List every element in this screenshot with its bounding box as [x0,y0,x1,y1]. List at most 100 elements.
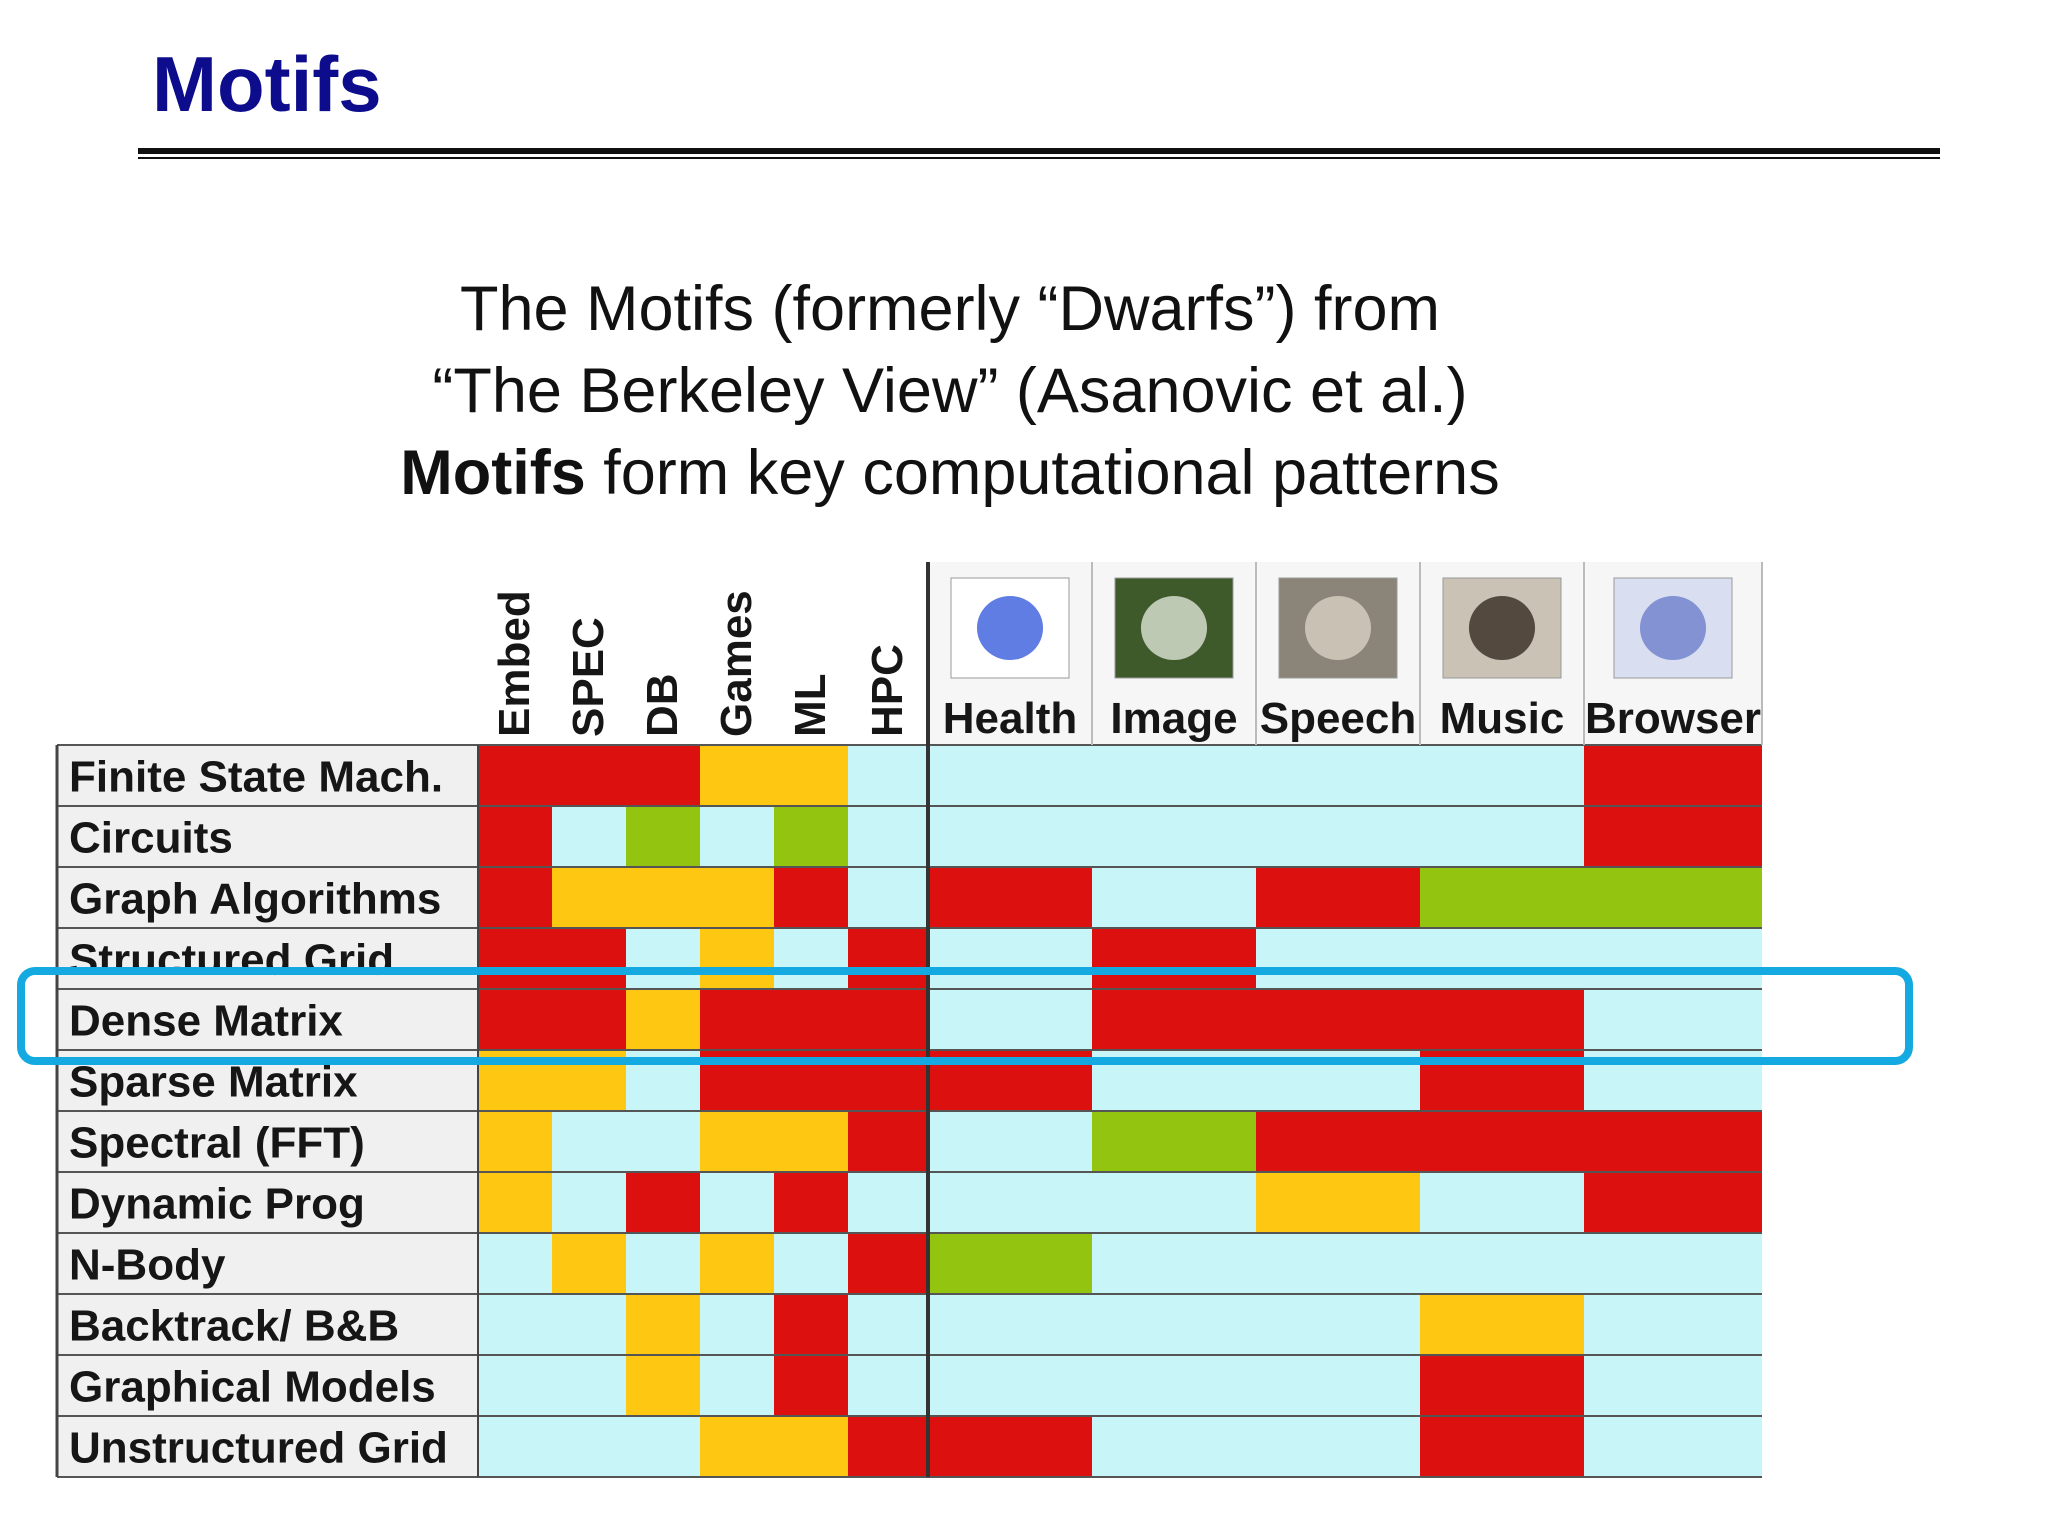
cell-backtrack-b-b-embed [478,1294,552,1355]
cell-n-body-health [928,1233,1092,1294]
cell-graph-algorithms-games [700,867,774,928]
cell-structured-grid-health [928,928,1092,989]
cell-circuits-music [1420,806,1584,867]
cell-graph-algorithms-image [1092,867,1256,928]
cell-graph-algorithms-db [626,867,700,928]
cell-dense-matrix-health [928,989,1092,1050]
cell-dynamic-prog-ml [774,1172,848,1233]
cell-backtrack-b-b-games [700,1294,774,1355]
row-label-bg-circuits [57,806,478,867]
cell-spectral-fft-browser [1584,1111,1762,1172]
cell-finite-state-mach-hpc [848,745,928,806]
cell-dynamic-prog-games [700,1172,774,1233]
row-label-bg-graph-algorithms [57,867,478,928]
cell-backtrack-b-b-image [1092,1294,1256,1355]
cell-structured-grid-browser [1584,928,1762,989]
cell-sparse-matrix-hpc [848,1050,928,1111]
row-label-bg-unstructured-grid [57,1416,478,1477]
cell-graphical-models-hpc [848,1355,928,1416]
cell-n-body-spec [552,1233,626,1294]
row-label-finite-state-mach: Finite State Mach. [69,753,443,802]
cell-unstructured-grid-browser [1584,1416,1762,1477]
cell-circuits-db [626,806,700,867]
column-header-db: DB [638,673,687,737]
cell-finite-state-mach-speech [1256,745,1420,806]
cell-circuits-spec [552,806,626,867]
title-rule [138,148,1940,154]
cell-n-body-embed [478,1233,552,1294]
cell-structured-grid-speech [1256,928,1420,989]
cell-graph-algorithms-browser [1584,867,1762,928]
cell-backtrack-b-b-browser [1584,1294,1762,1355]
cell-dynamic-prog-spec [552,1172,626,1233]
cell-graphical-models-ml [774,1355,848,1416]
column-header-games: Games [712,590,761,737]
cell-backtrack-b-b-ml [774,1294,848,1355]
cell-spectral-fft-hpc [848,1111,928,1172]
subtitle-line-2: “The Berkeley View” (Asanovic et al.) [432,356,1468,426]
cell-graph-algorithms-health [928,867,1092,928]
cell-spectral-fft-embed [478,1111,552,1172]
cell-unstructured-grid-spec [552,1416,626,1477]
cell-spectral-fft-games [700,1111,774,1172]
cell-dynamic-prog-browser [1584,1172,1762,1233]
cell-unstructured-grid-music [1420,1416,1584,1477]
cell-unstructured-grid-speech [1256,1416,1420,1477]
cell-finite-state-mach-games [700,745,774,806]
cell-backtrack-b-b-health [928,1294,1092,1355]
cell-graph-algorithms-ml [774,867,848,928]
cell-dense-matrix-browser [1584,989,1762,1050]
cell-unstructured-grid-ml [774,1416,848,1477]
column-header-hpc: HPC [863,644,912,737]
row-label-spectral-fft: Spectral (FFT) [69,1119,365,1168]
cell-circuits-embed [478,806,552,867]
cell-unstructured-grid-games [700,1416,774,1477]
cell-dense-matrix-embed [478,989,552,1050]
cell-unstructured-grid-db [626,1416,700,1477]
app-image-detail-browser [1639,596,1707,660]
cell-finite-state-mach-health [928,745,1092,806]
cell-spectral-fft-health [928,1111,1092,1172]
cell-graph-algorithms-speech [1256,867,1420,928]
cell-finite-state-mach-spec [552,745,626,806]
cell-dense-matrix-spec [552,989,626,1050]
cell-unstructured-grid-embed [478,1416,552,1477]
cell-finite-state-mach-db [626,745,700,806]
row-label-bg-n-body [57,1233,478,1294]
row-label-dynamic-prog: Dynamic Prog [69,1180,365,1229]
subtitle-line-1: The Motifs (formerly “Dwarfs”) from [459,274,1441,344]
cell-dynamic-prog-hpc [848,1172,928,1233]
cell-dense-matrix-speech [1256,989,1420,1050]
app-image-detail-music [1468,596,1536,660]
column-header-health: Health [943,694,1077,743]
cell-spectral-fft-db [626,1111,700,1172]
cell-finite-state-mach-ml [774,745,848,806]
cell-finite-state-mach-embed [478,745,552,806]
subtitle-bold-word: Motifs [400,438,586,508]
cell-graphical-models-embed [478,1355,552,1416]
cell-circuits-games [700,806,774,867]
cell-unstructured-grid-health [928,1416,1092,1477]
cell-structured-grid-games [700,928,774,989]
cell-n-body-hpc [848,1233,928,1294]
row-label-bg-structured-grid [57,928,478,989]
cell-structured-grid-music [1420,928,1584,989]
cell-circuits-browser [1584,806,1762,867]
cell-dynamic-prog-embed [478,1172,552,1233]
cell-sparse-matrix-ml [774,1050,848,1111]
cell-sparse-matrix-health [928,1050,1092,1111]
cell-n-body-browser [1584,1233,1762,1294]
cell-dynamic-prog-db [626,1172,700,1233]
cell-circuits-hpc [848,806,928,867]
column-header-browser: Browser [1585,694,1761,743]
cell-spectral-fft-ml [774,1111,848,1172]
row-label-structured-grid: Structured Grid [69,936,394,985]
cell-n-body-ml [774,1233,848,1294]
column-header-embed: Embed [490,590,539,737]
row-label-graph-algorithms: Graph Algorithms [69,875,441,924]
cell-dynamic-prog-health [928,1172,1092,1233]
cell-sparse-matrix-browser [1584,1050,1762,1111]
cell-sparse-matrix-music [1420,1050,1584,1111]
cell-structured-grid-spec [552,928,626,989]
